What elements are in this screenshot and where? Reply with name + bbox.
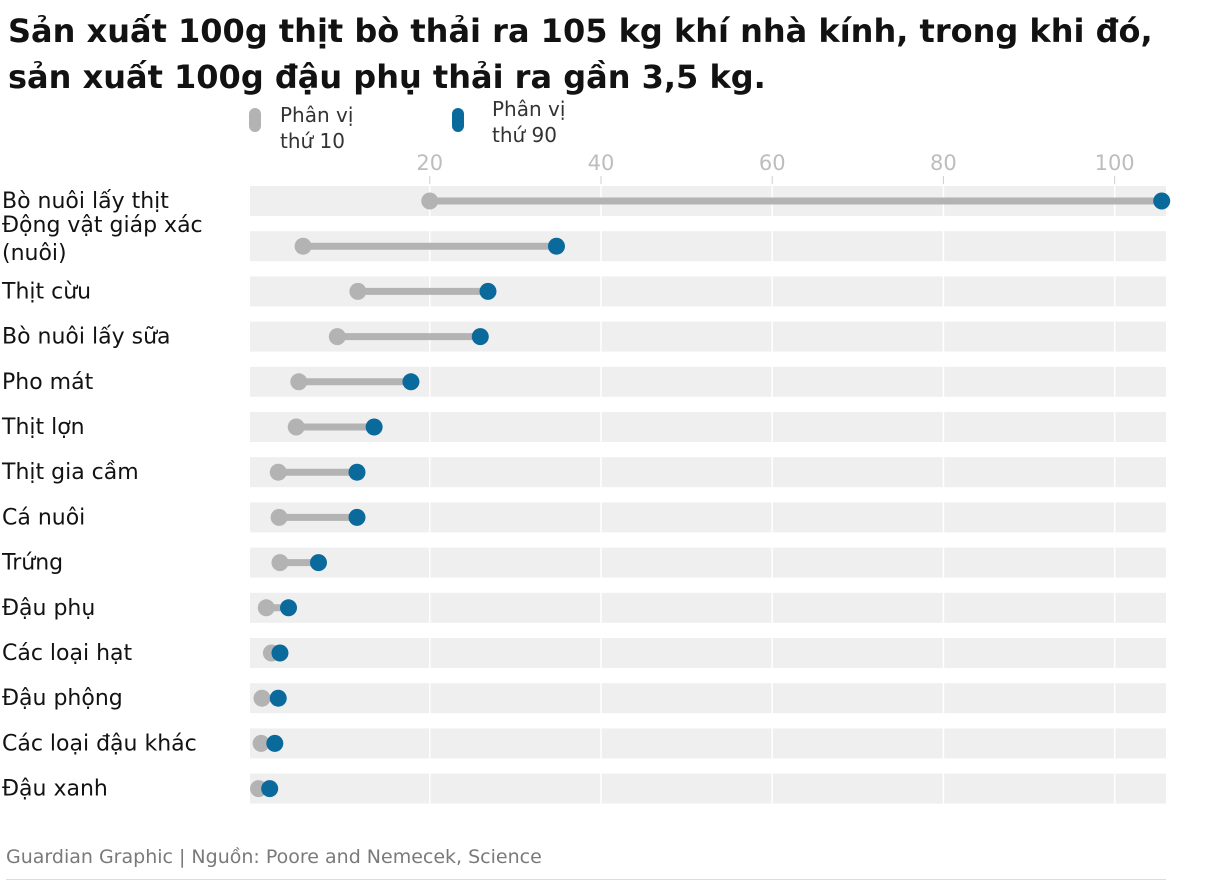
row-7 xyxy=(270,508,366,526)
dot-p90-9 xyxy=(280,599,298,617)
row-band-5 xyxy=(250,412,1166,442)
row-3 xyxy=(328,328,489,346)
category-label-5: Thịt lợn xyxy=(1,415,85,440)
dot-p10-2 xyxy=(349,282,367,300)
legend-swatch-p90 xyxy=(452,108,464,132)
legend-label-p10: Phân vị thứ 10 xyxy=(280,103,353,153)
dot-p90-11 xyxy=(269,689,287,707)
source-credit: Guardian Graphic | Nguồn: Poore and Neme… xyxy=(6,846,542,868)
tick-label-100: 100 xyxy=(1095,151,1135,175)
dot-p90-7 xyxy=(348,508,366,526)
dot-p90-4 xyxy=(402,373,420,391)
category-label-12: Các loại đậu khác xyxy=(2,731,197,756)
data-rows xyxy=(250,192,1171,798)
dot-p90-0 xyxy=(1153,192,1171,210)
dot-p10-5 xyxy=(287,418,305,436)
category-label-1: Động vật giáp xác (nuôi) xyxy=(2,213,203,266)
row-6 xyxy=(269,463,366,481)
row-5 xyxy=(287,418,383,436)
dot-p10-9 xyxy=(257,599,275,617)
row-0 xyxy=(421,192,1171,210)
dot-p10-6 xyxy=(269,463,287,481)
x-axis-ticks: 20 40 60 80 100 xyxy=(416,151,1135,184)
row-band-6 xyxy=(250,457,1166,488)
chart-title: Sản xuất 100g thịt bò thải ra 105 kg khí… xyxy=(8,8,1198,100)
category-label-8: Trứng xyxy=(1,551,63,576)
dot-p90-5 xyxy=(365,418,383,436)
chart-title-line-2: sản xuất 100g đậu phụ thải ra gần 3,5 kg… xyxy=(8,58,766,96)
chart-title-line-1: Sản xuất 100g thịt bò thải ra 105 kg khí… xyxy=(8,12,1153,50)
dot-p90-13 xyxy=(261,780,279,798)
tick-label-20: 20 xyxy=(416,151,443,175)
category-label-6: Thịt gia cầm xyxy=(1,460,139,485)
legend-label-p90: Phân vị thứ 90 xyxy=(492,97,565,147)
category-label-0: Bò nuôi lấy thịt xyxy=(2,189,169,214)
row-2 xyxy=(349,282,497,300)
dot-p90-6 xyxy=(348,463,366,481)
dot-p10-8 xyxy=(271,554,289,572)
row-8 xyxy=(271,554,327,572)
category-label-13: Đậu xanh xyxy=(2,777,108,802)
legend-item-p90: Phân vị thứ 90 xyxy=(452,97,565,147)
dot-p90-3 xyxy=(471,328,489,346)
dot-p90-12 xyxy=(266,734,284,752)
dot-p10-3 xyxy=(328,328,346,346)
row-1 xyxy=(294,237,565,255)
tick-label-60: 60 xyxy=(759,151,786,175)
dot-p90-1 xyxy=(547,237,565,255)
row-band-13 xyxy=(250,773,1166,804)
legend-swatch-p10 xyxy=(249,108,261,132)
dot-p10-12 xyxy=(252,734,270,752)
row-13 xyxy=(250,780,279,798)
dot-p10-1 xyxy=(294,237,312,255)
row-12 xyxy=(252,734,284,752)
category-label-3: Bò nuôi lấy sữa xyxy=(2,325,171,350)
row-band-8 xyxy=(250,547,1166,578)
dot-p10-7 xyxy=(270,508,288,526)
category-label-11: Đậu phộng xyxy=(2,686,123,711)
category-label-7: Cá nuôi xyxy=(2,505,85,530)
category-label-2: Thịt cừu xyxy=(1,279,91,304)
tick-label-80: 80 xyxy=(930,151,957,175)
dot-p10-0 xyxy=(421,192,439,210)
dot-p90-10 xyxy=(271,644,289,662)
dot-p90-2 xyxy=(479,282,497,300)
legend: Phân vị thứ 10 Phân vị thứ 90 xyxy=(249,97,565,153)
row-band-12 xyxy=(250,728,1166,759)
dot-p90-8 xyxy=(309,554,327,572)
category-label-4: Pho mát xyxy=(2,370,94,395)
category-label-10: Các loại hạt xyxy=(2,641,133,666)
dot-p10-4 xyxy=(290,373,308,391)
row-10 xyxy=(262,644,289,662)
footer-divider xyxy=(6,879,1166,880)
dot-p10-11 xyxy=(253,689,271,707)
tick-label-40: 40 xyxy=(588,151,615,175)
row-band-7 xyxy=(250,502,1166,533)
row-11 xyxy=(253,689,287,707)
row-band-9 xyxy=(250,592,1166,623)
row-band-10 xyxy=(250,638,1166,668)
row-4 xyxy=(290,373,420,391)
category-label-9: Đậu phụ xyxy=(2,596,95,621)
legend-item-p10: Phân vị thứ 10 xyxy=(249,103,353,153)
row-band-11 xyxy=(250,683,1166,714)
row-bands xyxy=(250,186,1166,804)
row-9 xyxy=(257,599,298,617)
